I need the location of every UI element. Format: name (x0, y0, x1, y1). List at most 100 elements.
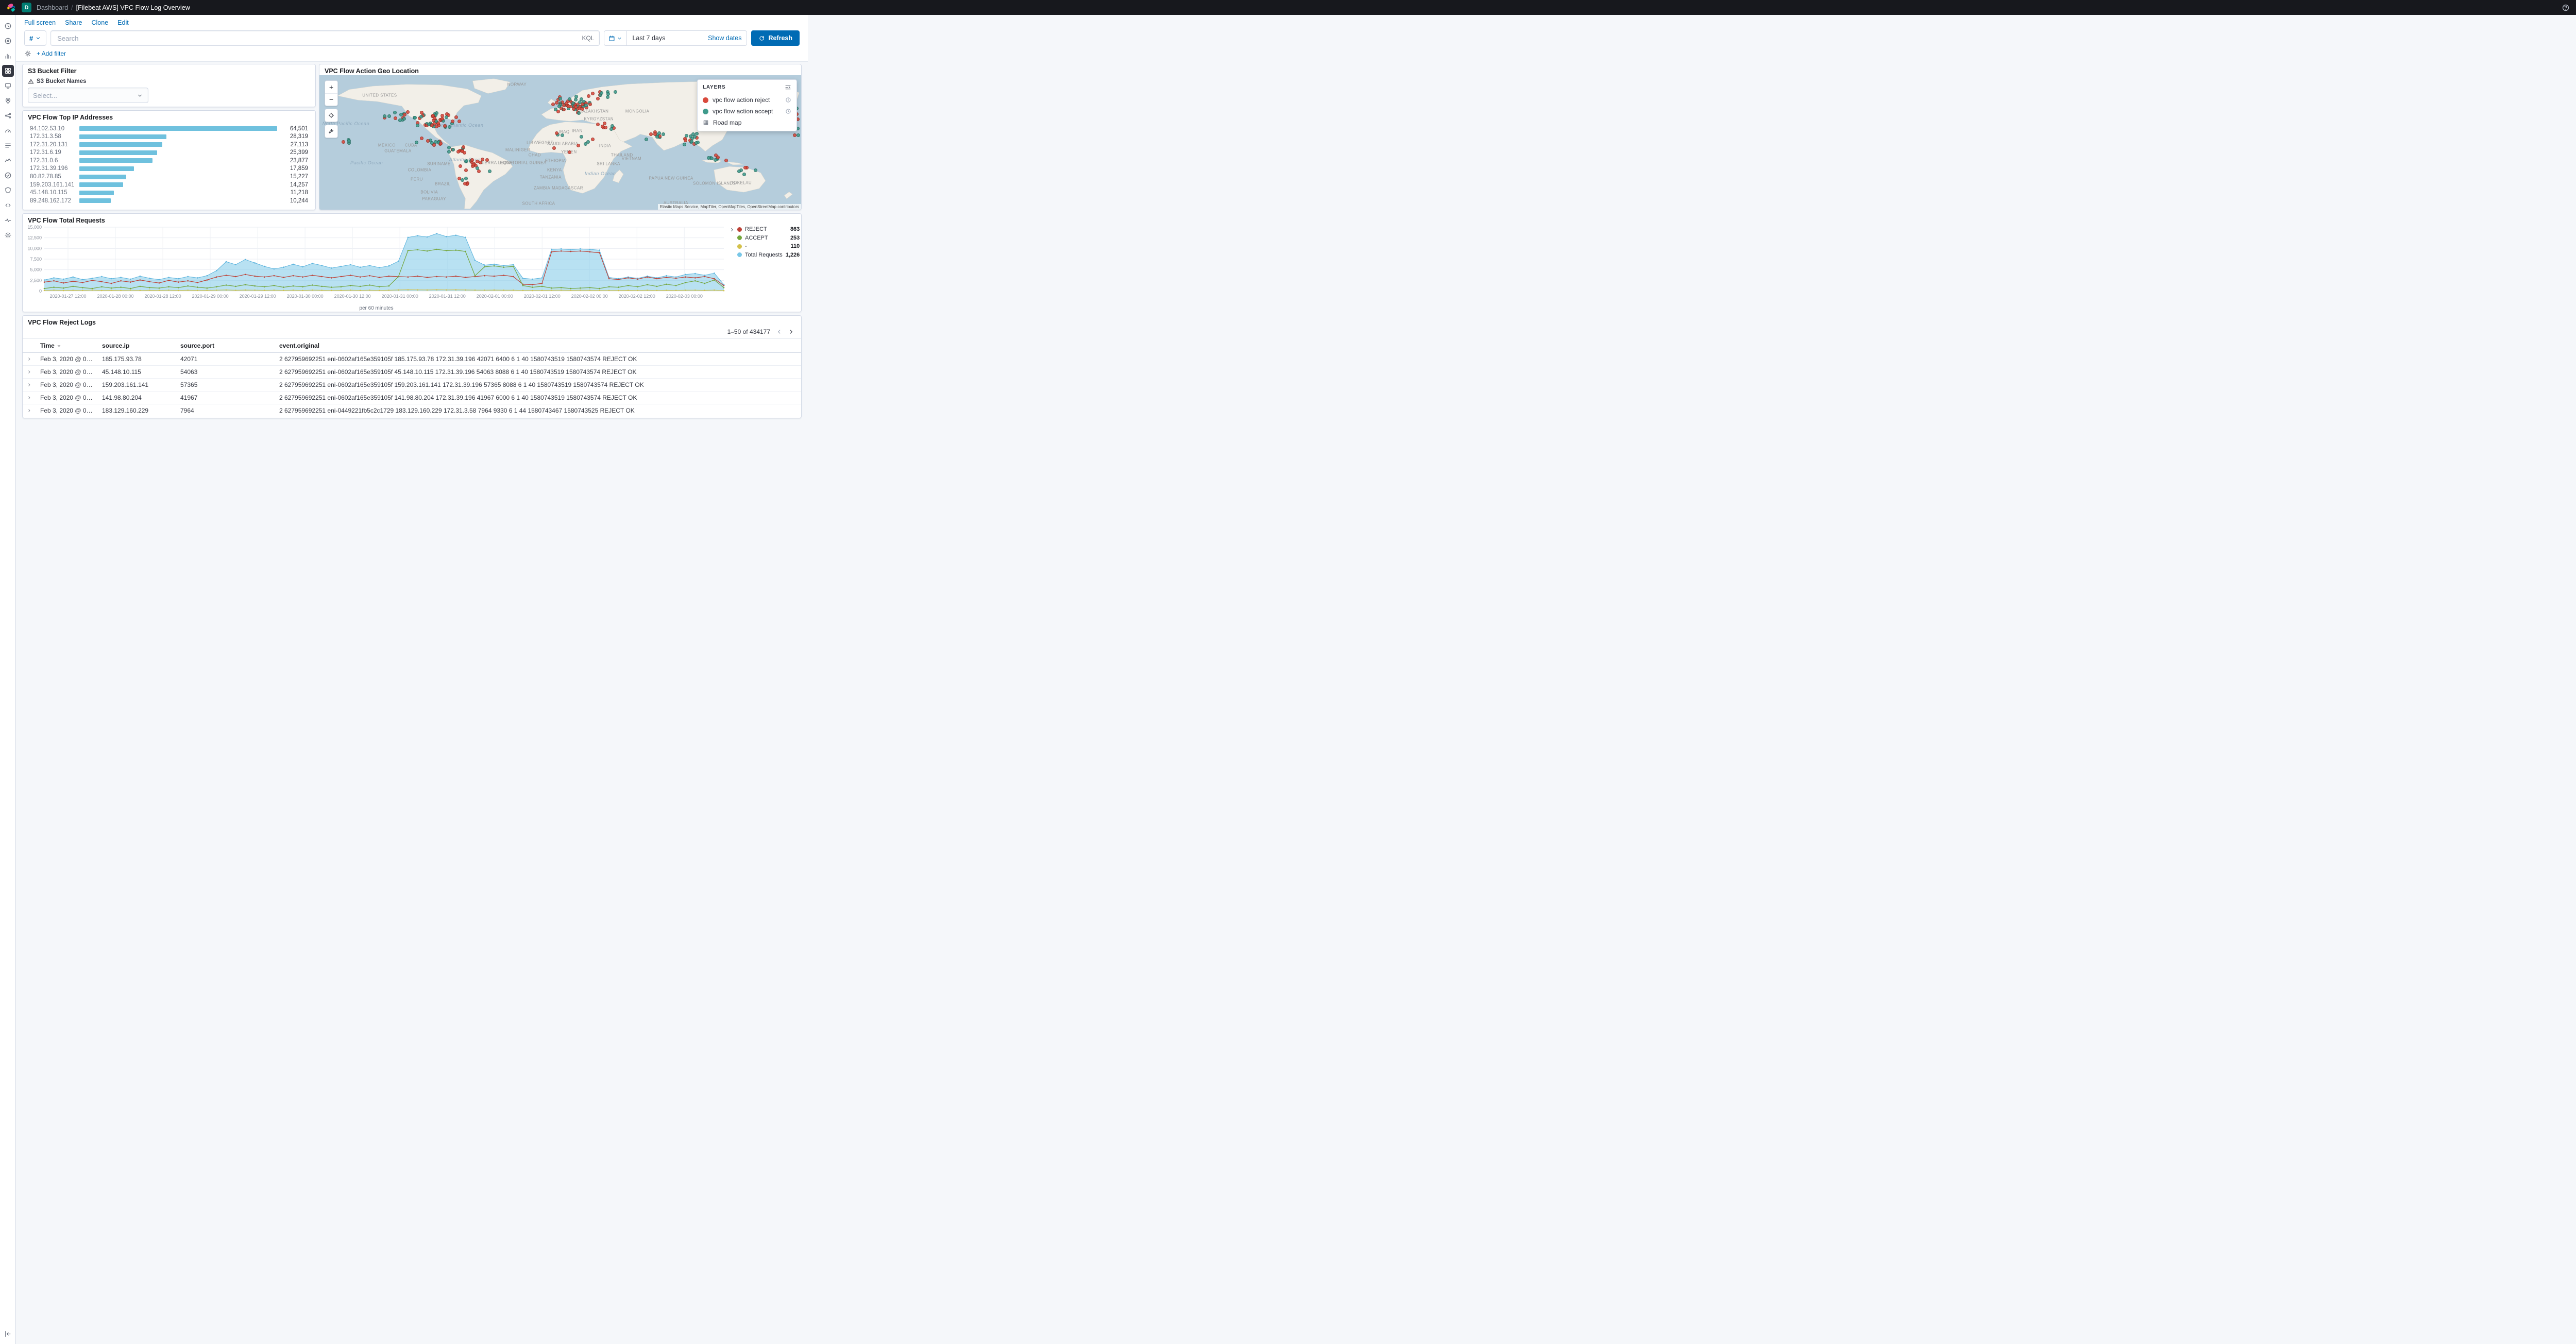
map-point-accept[interactable] (464, 176, 468, 180)
map-point-accept[interactable] (571, 101, 575, 106)
map-point-accept[interactable] (614, 90, 618, 94)
legend-item[interactable]: ACCEPT 253 (737, 235, 800, 241)
ip-bar[interactable] (79, 174, 126, 179)
fit-to-data-button[interactable] (325, 109, 337, 122)
nav-apm[interactable] (2, 155, 14, 166)
map-point-reject[interactable] (552, 146, 556, 150)
map-point-accept[interactable] (655, 134, 659, 139)
pagination-next-button[interactable] (788, 328, 795, 335)
ip-bar[interactable] (79, 142, 163, 147)
column-header-source-port[interactable]: source.port (176, 338, 275, 353)
map-point-accept[interactable] (447, 125, 451, 129)
map-point-accept[interactable] (560, 133, 564, 138)
map-point-accept[interactable] (689, 134, 693, 139)
map-point-accept[interactable] (387, 114, 392, 118)
map-point-accept[interactable] (574, 95, 578, 99)
map-point-accept[interactable] (430, 141, 434, 145)
full-screen-link[interactable]: Full screen (24, 19, 56, 26)
map-point-accept[interactable] (488, 169, 492, 173)
map-point-accept[interactable] (691, 132, 696, 136)
map-point-accept[interactable] (584, 103, 588, 107)
map-point-reject[interactable] (578, 107, 582, 111)
nav-logs[interactable] (2, 140, 14, 151)
map-point-accept[interactable] (662, 132, 666, 136)
map-point-reject[interactable] (420, 137, 424, 141)
map-point-reject[interactable] (793, 133, 797, 137)
edit-link[interactable]: Edit (117, 19, 129, 26)
map-point-reject[interactable] (684, 138, 688, 142)
nav-dev-tools[interactable] (2, 199, 14, 211)
expand-row-button[interactable] (27, 356, 32, 362)
map-point-reject[interactable] (430, 124, 434, 128)
pagination-prev-button[interactable] (775, 328, 783, 335)
show-dates-link[interactable]: Show dates (708, 35, 742, 42)
map-point-reject[interactable] (649, 132, 653, 136)
map-point-reject[interactable] (581, 107, 585, 111)
map-point-reject[interactable] (470, 158, 474, 162)
map-point-reject[interactable] (406, 110, 410, 114)
map-point-accept[interactable] (347, 139, 351, 143)
map-point-reject[interactable] (574, 105, 578, 109)
map-point-reject[interactable] (576, 143, 580, 147)
nav-recently-viewed[interactable] (2, 20, 14, 32)
map-point-accept[interactable] (684, 133, 688, 138)
breadcrumb-dashboard[interactable]: Dashboard (37, 4, 69, 11)
map-point-reject[interactable] (653, 132, 657, 136)
map-point-reject[interactable] (562, 107, 566, 111)
map-point-accept[interactable] (415, 140, 419, 144)
nav-siem[interactable] (2, 184, 14, 196)
nav-dashboard[interactable] (2, 65, 14, 77)
map-point-accept[interactable] (796, 133, 800, 138)
map-point-reject[interactable] (554, 100, 558, 105)
layers-menu-icon-wrap[interactable] (785, 84, 791, 91)
nav-canvas[interactable] (2, 80, 14, 92)
map-point-reject[interactable] (432, 116, 436, 120)
map-point-accept[interactable] (580, 97, 584, 101)
calendar-menu-button[interactable] (604, 31, 628, 45)
help-button[interactable] (2562, 4, 2570, 12)
column-header-source-ip[interactable]: source.ip (98, 338, 176, 353)
nav-machine-learning[interactable] (2, 110, 14, 122)
map-point-reject[interactable] (485, 158, 489, 162)
map-point-accept[interactable] (567, 97, 571, 101)
map-point-reject[interactable] (596, 123, 600, 127)
map-point-reject[interactable] (403, 112, 407, 116)
map-point-accept[interactable] (402, 117, 406, 121)
clone-link[interactable]: Clone (91, 19, 109, 26)
map-point-reject[interactable] (477, 169, 481, 173)
zoom-out-button[interactable] (325, 93, 337, 106)
time-range-label[interactable]: Last 7 days (632, 35, 666, 42)
map-point-reject[interactable] (420, 110, 424, 114)
map-point-reject[interactable] (438, 142, 443, 146)
map-point-accept[interactable] (683, 142, 687, 146)
map-point-reject[interactable] (562, 103, 566, 107)
map-point-reject[interactable] (475, 159, 479, 163)
nav-visualize[interactable] (2, 50, 14, 62)
space-avatar[interactable]: D (22, 3, 31, 12)
ip-bar[interactable] (79, 190, 114, 195)
ip-bar[interactable] (79, 182, 123, 188)
map-point-reject[interactable] (454, 115, 458, 120)
collapse-nav-button[interactable] (2, 1328, 14, 1340)
map-point-accept[interactable] (577, 111, 581, 115)
ip-bar[interactable] (79, 166, 134, 171)
map-point-reject[interactable] (471, 163, 475, 167)
map-point-reject[interactable] (590, 91, 595, 95)
map-point-reject[interactable] (596, 97, 600, 101)
map-point-accept[interactable] (578, 100, 582, 104)
world-map[interactable]: NORWAY UNITED STATES KAZAKHSTAN MONGOLIA KYR… (319, 75, 801, 210)
map-point-accept[interactable] (580, 135, 584, 139)
map-point-accept[interactable] (610, 124, 614, 128)
map-point-reject[interactable] (394, 116, 398, 121)
map-point-reject[interactable] (461, 145, 465, 149)
map-point-reject[interactable] (603, 126, 607, 130)
map-point-accept[interactable] (584, 142, 588, 146)
map-point-accept[interactable] (419, 115, 423, 119)
ip-bar[interactable] (79, 150, 158, 155)
map-point-reject[interactable] (456, 150, 460, 154)
map-point-accept[interactable] (558, 97, 563, 101)
nav-maps[interactable] (2, 95, 14, 107)
map-point-accept[interactable] (714, 158, 718, 162)
map-point-reject[interactable] (586, 94, 590, 98)
map-point-accept[interactable] (609, 127, 614, 131)
